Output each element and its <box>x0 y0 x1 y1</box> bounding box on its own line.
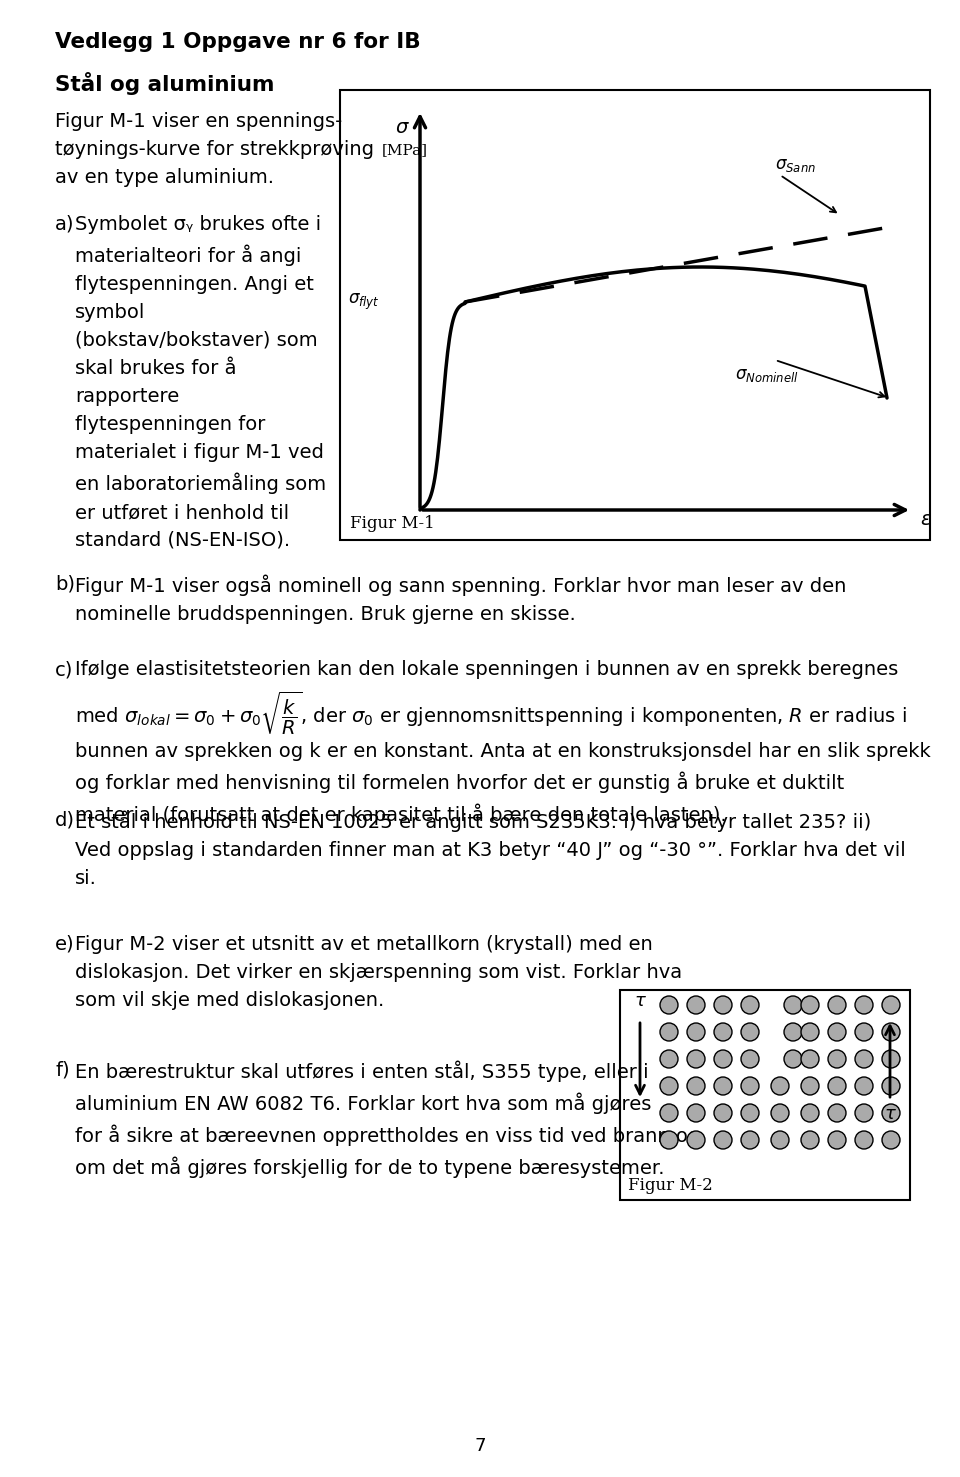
Text: f): f) <box>55 1060 70 1080</box>
Circle shape <box>855 1103 873 1123</box>
Circle shape <box>660 1050 678 1068</box>
Circle shape <box>882 1103 900 1123</box>
Circle shape <box>714 1077 732 1094</box>
Circle shape <box>660 1103 678 1123</box>
Circle shape <box>801 995 819 1015</box>
Text: Figur M-1: Figur M-1 <box>350 515 435 532</box>
Circle shape <box>714 995 732 1015</box>
Circle shape <box>801 1103 819 1123</box>
Text: $\tau$: $\tau$ <box>883 1105 897 1123</box>
Circle shape <box>828 1103 846 1123</box>
Circle shape <box>855 995 873 1015</box>
Text: En bærestruktur skal utføres i enten stål, S355 type, eller i
aluminium EN AW 60: En bærestruktur skal utføres i enten stå… <box>75 1060 700 1177</box>
Text: $\sigma_{Nominell}$: $\sigma_{Nominell}$ <box>735 366 799 384</box>
Circle shape <box>855 1024 873 1041</box>
Circle shape <box>660 1131 678 1149</box>
Circle shape <box>660 1077 678 1094</box>
Circle shape <box>741 995 759 1015</box>
Circle shape <box>714 1131 732 1149</box>
Text: Figur M-1 viser også nominell og sann spenning. Forklar hvor man leser av den
no: Figur M-1 viser også nominell og sann sp… <box>75 575 847 625</box>
Circle shape <box>687 1024 705 1041</box>
Circle shape <box>882 1077 900 1094</box>
Text: Figur M-2: Figur M-2 <box>628 1177 712 1193</box>
Text: d): d) <box>55 809 75 829</box>
Circle shape <box>771 1077 789 1094</box>
Circle shape <box>882 1050 900 1068</box>
Circle shape <box>771 1131 789 1149</box>
Text: $\sigma_{Sann}$: $\sigma_{Sann}$ <box>775 157 816 173</box>
Circle shape <box>687 1077 705 1094</box>
Circle shape <box>741 1103 759 1123</box>
Circle shape <box>784 1024 802 1041</box>
Circle shape <box>855 1077 873 1094</box>
Text: Ifølge elastisitetsteorien kan den lokale spenningen i bunnen av en sprekk bereg: Ifølge elastisitetsteorien kan den lokal… <box>75 660 899 679</box>
Text: $\tau$: $\tau$ <box>634 993 646 1010</box>
Circle shape <box>828 1131 846 1149</box>
Circle shape <box>741 1050 759 1068</box>
Text: Figur M-1 viser en spennings-
tøynings-kurve for strekkprøving
av en type alumin: Figur M-1 viser en spennings- tøynings-k… <box>55 112 374 188</box>
Circle shape <box>784 1050 802 1068</box>
Circle shape <box>828 995 846 1015</box>
Circle shape <box>687 1131 705 1149</box>
Circle shape <box>882 1131 900 1149</box>
Text: e): e) <box>55 935 75 954</box>
Text: Symbolet σᵧ brukes ofte i
materialteori for å angi
flytespenningen. Angi et
symb: Symbolet σᵧ brukes ofte i materialteori … <box>75 216 326 549</box>
Bar <box>340 90 930 541</box>
Text: bunnen av sprekken og k er en konstant. Anta at en konstruksjonsdel har en slik : bunnen av sprekken og k er en konstant. … <box>75 741 931 826</box>
Circle shape <box>687 1050 705 1068</box>
Circle shape <box>741 1077 759 1094</box>
Circle shape <box>714 1024 732 1041</box>
Circle shape <box>741 1131 759 1149</box>
Circle shape <box>714 1103 732 1123</box>
Text: med $\sigma_{lokal} = \sigma_0 + \sigma_0\sqrt{\dfrac{k}{R}}$, der $\sigma_0$ er: med $\sigma_{lokal} = \sigma_0 + \sigma_… <box>75 690 907 737</box>
Circle shape <box>882 995 900 1015</box>
Circle shape <box>660 1024 678 1041</box>
Circle shape <box>828 1024 846 1041</box>
Circle shape <box>801 1024 819 1041</box>
Text: 7: 7 <box>474 1437 486 1455</box>
Circle shape <box>855 1050 873 1068</box>
Circle shape <box>784 995 802 1015</box>
Circle shape <box>660 995 678 1015</box>
Text: $\sigma_{flyt}$: $\sigma_{flyt}$ <box>348 292 379 312</box>
Text: Figur M-2 viser et utsnitt av et metallkorn (krystall) med en
dislokasjon. Det v: Figur M-2 viser et utsnitt av et metallk… <box>75 935 683 1010</box>
Circle shape <box>741 1024 759 1041</box>
Circle shape <box>801 1077 819 1094</box>
Text: c): c) <box>55 660 73 679</box>
Text: [MPa]: [MPa] <box>382 143 428 157</box>
Circle shape <box>828 1077 846 1094</box>
Text: $\varepsilon$: $\varepsilon$ <box>920 511 932 529</box>
Text: Vedlegg 1 Oppgave nr 6 for IB: Vedlegg 1 Oppgave nr 6 for IB <box>55 32 420 52</box>
Circle shape <box>882 1024 900 1041</box>
Text: Stål og aluminium: Stål og aluminium <box>55 72 275 95</box>
Circle shape <box>771 1103 789 1123</box>
Text: b): b) <box>55 575 75 594</box>
Text: $\sigma$: $\sigma$ <box>395 120 410 137</box>
Circle shape <box>687 1103 705 1123</box>
Circle shape <box>801 1050 819 1068</box>
Circle shape <box>687 995 705 1015</box>
Circle shape <box>828 1050 846 1068</box>
Text: Et stål i henhold til NS-EN 10025 er angitt som S235K3. i) hva betyr tallet 235?: Et stål i henhold til NS-EN 10025 er ang… <box>75 809 905 888</box>
Bar <box>620 990 910 1199</box>
Text: a): a) <box>55 216 75 233</box>
Circle shape <box>855 1131 873 1149</box>
Circle shape <box>714 1050 732 1068</box>
Circle shape <box>801 1131 819 1149</box>
